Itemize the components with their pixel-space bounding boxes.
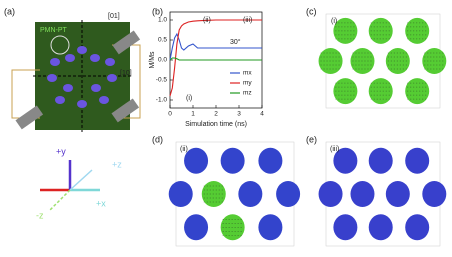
nanomagnet <box>422 181 447 207</box>
axis-label: -z <box>36 210 44 220</box>
x-tick-label: 2 <box>214 111 218 118</box>
axis-label: +y <box>56 146 66 156</box>
nanomagnet <box>220 147 245 174</box>
nanomagnet <box>168 181 193 207</box>
x-tick-label: 3 <box>237 111 241 118</box>
series-line <box>169 19 262 97</box>
direction-label: [01] <box>108 13 120 20</box>
panel-label: (e) <box>306 134 317 144</box>
nanomagnet <box>105 58 115 66</box>
nanomagnet <box>77 100 87 108</box>
snapshots <box>168 17 447 241</box>
nanomagnet <box>65 54 75 62</box>
electrode <box>15 105 44 130</box>
nanomagnet <box>405 147 430 174</box>
y-tick-label: 1.0 <box>158 17 167 24</box>
electrode <box>112 30 141 55</box>
nanomagnet <box>184 214 209 241</box>
nanomagnet <box>368 214 393 241</box>
nanomagnet <box>405 214 430 241</box>
axis-arrow <box>69 169 93 191</box>
nanomagnet <box>107 74 117 82</box>
y-tick-label: -1.0 <box>156 97 168 104</box>
y-axis-label: M/Ms <box>149 51 156 69</box>
state-label: (i) <box>331 18 337 25</box>
x-tick-label: 0 <box>168 111 172 118</box>
x-tick-label: 1 <box>191 111 195 118</box>
line-chart: -1.0 -0.5 0.0 0.5 1.0 0 1 2 3 4 Simulation time (n… <box>149 11 264 128</box>
nanomagnet <box>184 147 209 174</box>
nanomagnet <box>90 54 100 62</box>
direction-label: [10] <box>120 70 132 77</box>
nanomagnet <box>318 181 343 207</box>
annotation: (iii) <box>243 17 252 24</box>
legend-label: mz <box>243 90 252 97</box>
nanomagnet <box>50 58 60 66</box>
nanomagnet <box>350 181 375 207</box>
nanomagnet <box>63 84 73 92</box>
panel-label: (b) <box>152 6 163 16</box>
panel-label: (c) <box>306 6 317 16</box>
y-tick-label: -0.5 <box>156 77 168 84</box>
legend-label: mx <box>243 70 252 77</box>
panel-label: (a) <box>4 6 15 16</box>
electrode <box>111 98 140 123</box>
axis-arrow <box>49 189 71 211</box>
axis-label: +x <box>96 198 106 208</box>
x-tick-label: 4 <box>260 111 264 118</box>
material-label: PMN-PT <box>40 27 68 34</box>
zoom-circle <box>50 35 70 55</box>
y-tick-label: 0.5 <box>158 37 167 44</box>
nanomagnet <box>333 147 358 174</box>
nanomagnet <box>91 84 101 92</box>
state-label: (iii) <box>330 146 339 153</box>
nanomagnet <box>99 96 109 104</box>
nanomagnets <box>47 46 117 108</box>
nanomagnet <box>77 46 87 54</box>
axis-label: +z <box>112 159 122 169</box>
series-line <box>169 32 262 61</box>
nanomagnet <box>258 147 283 174</box>
nanomagnet <box>238 181 263 207</box>
x-axis-label: Simulation time (ns) <box>185 121 247 128</box>
nanomagnet <box>368 147 393 174</box>
legend-label: my <box>243 80 252 87</box>
annotation: (ii) <box>203 17 211 24</box>
nanomagnet <box>333 214 358 241</box>
nanomagnet <box>47 74 57 82</box>
nanomagnet <box>55 96 65 104</box>
state-label: (ii) <box>180 146 188 153</box>
annotation: (i) <box>186 95 192 102</box>
panel-label: (d) <box>152 134 163 144</box>
series-line <box>169 57 262 61</box>
nanomagnet <box>385 181 410 207</box>
nanomagnet <box>276 181 301 207</box>
annotation: 30° <box>230 38 241 46</box>
nanomagnet <box>258 214 283 241</box>
y-tick-label: 0.0 <box>158 57 167 64</box>
